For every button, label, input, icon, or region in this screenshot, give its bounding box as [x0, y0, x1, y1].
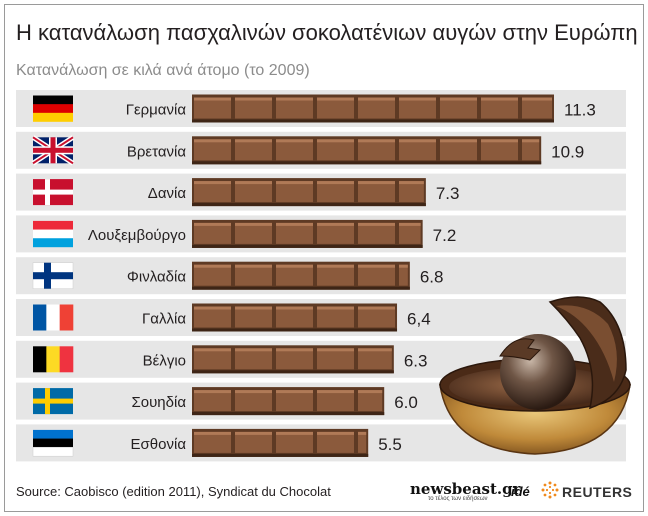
data-label: 7.3	[436, 184, 460, 203]
bar	[192, 94, 554, 123]
bar	[192, 261, 410, 290]
data-label: 11.3	[564, 101, 596, 120]
data-label: 10.9	[551, 142, 584, 161]
bar	[192, 303, 398, 332]
category-label: Γερμανία	[126, 102, 187, 119]
category-label: Γαλλία	[142, 311, 186, 328]
data-label: 6.0	[394, 393, 418, 412]
ide-logo: idé	[511, 484, 530, 499]
bar	[192, 136, 542, 165]
bar	[192, 345, 394, 374]
flag-uk-icon	[31, 135, 75, 166]
category-label: Φινλαδία	[127, 269, 186, 286]
flag-denmark-icon	[33, 179, 73, 206]
reuters-dots-icon	[541, 481, 559, 499]
flag-estonia-icon	[32, 429, 74, 457]
data-label: 6.3	[404, 351, 428, 370]
chart-title: Η κατανάλωση πασχαλινών σοκολατένιων αυγ…	[16, 20, 638, 45]
flag-luxembourg-icon	[33, 220, 73, 248]
newsbeast-tagline: το τέλος των ειδήσεων	[428, 496, 488, 502]
category-label: Εσθονία	[131, 436, 187, 453]
flag-germany-icon	[33, 95, 73, 122]
bar	[192, 178, 426, 207]
flag-france-icon	[33, 304, 74, 331]
category-label: Δανία	[148, 185, 187, 202]
data-label: 6.8	[420, 268, 444, 287]
category-label: Βρετανία	[127, 143, 186, 160]
category-label: Βέλγιο	[143, 352, 186, 369]
bar	[192, 428, 369, 457]
chocolate-egg-illustration	[439, 296, 631, 455]
flag-belgium-icon	[33, 346, 74, 373]
flag-finland-icon	[32, 262, 74, 289]
category-label: Λουξεμβούργο	[88, 227, 186, 244]
source-note: Source: Caobisco (edition 2011), Syndica…	[16, 484, 331, 499]
data-label: 7.2	[433, 226, 457, 245]
bar	[192, 219, 423, 248]
chart-subtitle: Κατανάλωση σε κιλά ανά άτομο (το 2009)	[16, 62, 310, 79]
data-label: 6,4	[407, 310, 431, 329]
category-label: Σουηδία	[131, 394, 186, 411]
flag-sweden-icon	[33, 388, 73, 415]
newsbeast-logo: newsbeast.gr	[410, 480, 521, 498]
reuters-logo: REUTERS	[562, 484, 633, 500]
data-label: 5.5	[378, 435, 402, 454]
bar	[192, 387, 385, 416]
